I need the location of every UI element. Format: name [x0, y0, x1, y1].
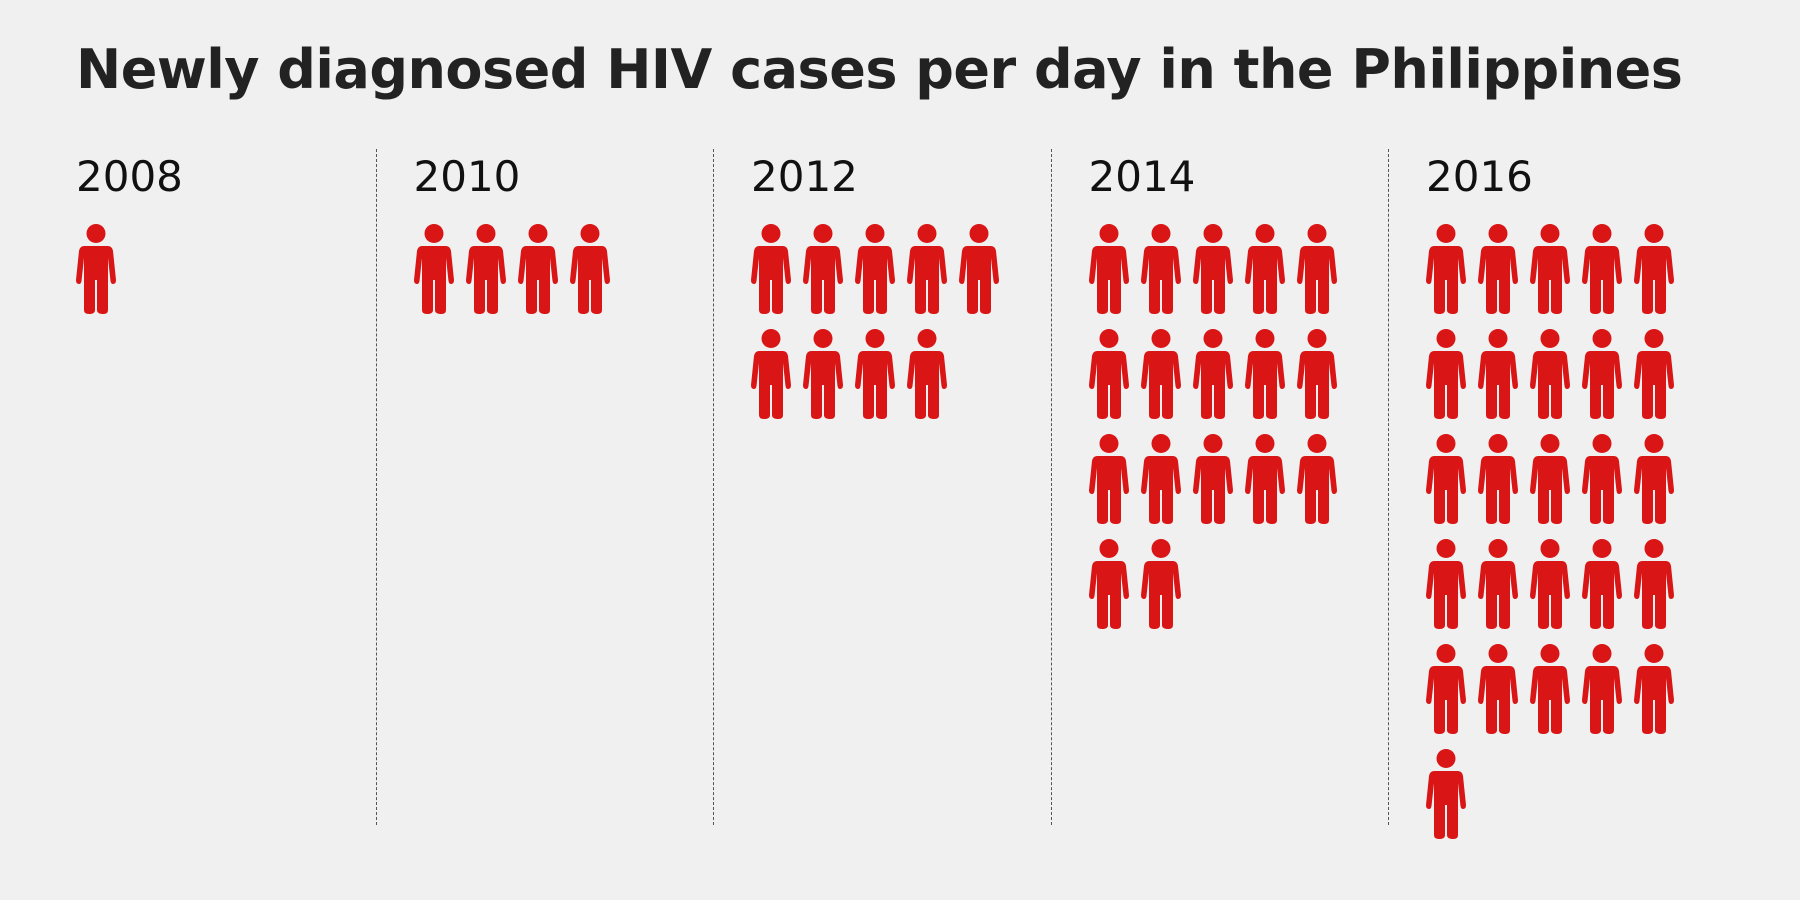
- year-label: 2010: [413, 152, 521, 201]
- person-icon: [465, 224, 506, 314]
- year-column-2008: 2008: [76, 150, 413, 830]
- year-label: 2014: [1088, 152, 1196, 201]
- person-icon: [1582, 644, 1622, 734]
- person-icon: [803, 224, 843, 314]
- person-icon: [1296, 329, 1337, 419]
- person-icon: [1244, 224, 1285, 314]
- person-icon: [1140, 539, 1181, 629]
- person-icon: [413, 224, 454, 314]
- person-icon: [1296, 434, 1337, 524]
- year-label: 2016: [1426, 152, 1533, 201]
- person-icon: [76, 224, 116, 314]
- chart-title: Newly diagnosed HIV cases per day in the…: [76, 38, 1683, 101]
- year-column-2016: 2016: [1426, 150, 1763, 839]
- person-icon: [1530, 329, 1570, 419]
- person-icon: [1634, 434, 1674, 524]
- person-icon: [1426, 329, 1466, 419]
- person-icon: [1296, 224, 1337, 314]
- person-icon: [1140, 224, 1181, 314]
- person-icon: [1478, 329, 1518, 419]
- person-icon: [1478, 644, 1518, 734]
- person-icon: [1088, 224, 1129, 314]
- person-icon: [1088, 329, 1129, 419]
- person-icon: [1634, 539, 1674, 629]
- person-icon: [1426, 644, 1466, 734]
- person-icon: [855, 329, 895, 419]
- person-icon: [1244, 329, 1285, 419]
- person-icon: [1582, 224, 1622, 314]
- person-icon: [1634, 224, 1674, 314]
- year-label: 2008: [76, 152, 183, 201]
- person-icon: [1088, 434, 1129, 524]
- person-icon: [1530, 644, 1570, 734]
- person-icon: [1426, 224, 1466, 314]
- person-icon: [1530, 434, 1570, 524]
- person-icon: [855, 224, 895, 314]
- person-icon: [1088, 539, 1129, 629]
- person-icon: [751, 224, 791, 314]
- person-icon: [1530, 224, 1570, 314]
- person-icon: [1634, 329, 1674, 419]
- person-icon: [1426, 434, 1466, 524]
- person-icon: [1192, 224, 1233, 314]
- person-icon: [1426, 539, 1466, 629]
- person-icon: [751, 329, 791, 419]
- person-icon: [1582, 539, 1622, 629]
- person-icon: [959, 224, 999, 314]
- person-icon: [1426, 749, 1466, 839]
- person-icon: [1192, 329, 1233, 419]
- person-icon: [907, 224, 947, 314]
- person-icon: [1530, 539, 1570, 629]
- person-icon: [1634, 644, 1674, 734]
- year-column-2012: 2012: [751, 150, 1088, 830]
- column-divider: [1388, 149, 1389, 825]
- column-divider: [375, 149, 377, 825]
- person-icon: [517, 224, 558, 314]
- person-icon: [1192, 434, 1233, 524]
- column-divider: [713, 149, 714, 825]
- year-label: 2012: [751, 152, 858, 201]
- column-divider: [1050, 149, 1052, 825]
- year-column-2010: 2010: [413, 150, 751, 830]
- person-icon: [1140, 329, 1181, 419]
- person-icon: [1478, 224, 1518, 314]
- person-icon: [1582, 329, 1622, 419]
- person-icon: [569, 224, 610, 314]
- person-icon: [1478, 539, 1518, 629]
- person-icon: [1140, 434, 1181, 524]
- person-icon: [1244, 434, 1285, 524]
- person-icon: [907, 329, 947, 419]
- person-icon: [803, 329, 843, 419]
- year-column-2014: 2014: [1088, 150, 1426, 830]
- person-icon: [1478, 434, 1518, 524]
- person-icon: [1582, 434, 1622, 524]
